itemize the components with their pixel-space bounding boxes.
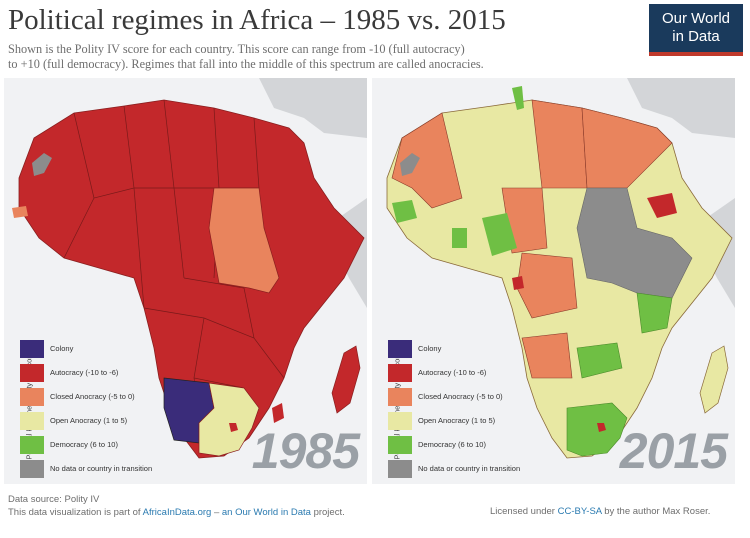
- legend-swatch: [388, 412, 412, 430]
- owid-link[interactable]: an Our World in Data: [221, 507, 311, 518]
- logo-line-1: Our World: [661, 10, 731, 27]
- legend-label: Democracy (6 to 10): [418, 440, 486, 449]
- year-label: 1985: [251, 423, 360, 479]
- cc-by-sa-link[interactable]: CC-BY-SA: [557, 506, 602, 517]
- legend-1985: Political Regime (Polity IV Score) Colon…: [12, 340, 152, 478]
- page-title: Political regimes in Africa – 1985 vs. 2…: [8, 4, 506, 36]
- africa-map-2015: [386, 78, 735, 459]
- africaindata-link[interactable]: AfricaInData.org: [142, 507, 212, 518]
- subtitle: Shown is the Polity IV score for each co…: [8, 42, 648, 72]
- data-source-text: Data source: Polity IV: [8, 494, 100, 505]
- project-text: This data visualization is part of: [8, 507, 143, 518]
- africa-map-1985: [12, 78, 367, 459]
- legend-swatch: [388, 436, 412, 454]
- legend-swatch: [20, 388, 44, 406]
- legend-2015: Political Regime (Polity IV Score) Colon…: [380, 340, 520, 478]
- subtitle-line-1: Shown is the Polity IV score for each co…: [8, 42, 465, 56]
- legend-swatch: [20, 436, 44, 454]
- project-dash: –: [211, 507, 222, 518]
- legend-label: Colony: [418, 344, 442, 353]
- legend-label: No data or country in transition: [418, 464, 521, 473]
- legend-label: Colony: [50, 344, 74, 353]
- legend-label: Closed Anocracy (-5 to 0): [50, 392, 135, 401]
- our-world-in-data-logo[interactable]: Our World in Data: [649, 4, 743, 56]
- legend-label: Autocracy (-10 to -6): [50, 368, 119, 377]
- legend-label: Autocracy (-10 to -6): [418, 368, 487, 377]
- legend-swatch: [388, 340, 412, 358]
- legend-label: Democracy (6 to 10): [50, 440, 118, 449]
- footer-source: Data source: Polity IV This data visuali…: [8, 493, 345, 519]
- footer-license: Licensed under CC-BY-SA by the author Ma…: [490, 506, 710, 517]
- legend-label: Open Anocracy (1 to 5): [50, 416, 128, 425]
- map-panel-2015: Political Regime (Polity IV Score) Colon…: [372, 78, 735, 484]
- license-text: Licensed under: [490, 506, 558, 517]
- legend-label: No data or country in transition: [50, 464, 153, 473]
- subtitle-line-2: to +10 (full democracy). Regimes that fa…: [8, 57, 484, 71]
- legend-swatch: [20, 340, 44, 358]
- project-line: This data visualization is part of Afric…: [8, 506, 345, 519]
- legend-label: Open Anocracy (1 to 5): [418, 416, 496, 425]
- legend-swatch: [20, 412, 44, 430]
- logo-line-2: in Data: [672, 28, 720, 45]
- legend-swatch: [20, 364, 44, 382]
- project-suffix: project.: [310, 507, 345, 518]
- legend-swatch: [20, 460, 44, 478]
- map-panel-1985: Political Regime (Polity IV Score) Colon…: [4, 78, 367, 484]
- legend-label: Closed Anocracy (-5 to 0): [418, 392, 503, 401]
- legend-swatch: [388, 460, 412, 478]
- year-label: 2015: [619, 423, 728, 479]
- legend-swatch: [388, 388, 412, 406]
- license-author: by the author Max Roser.: [601, 506, 711, 517]
- legend-swatch: [388, 364, 412, 382]
